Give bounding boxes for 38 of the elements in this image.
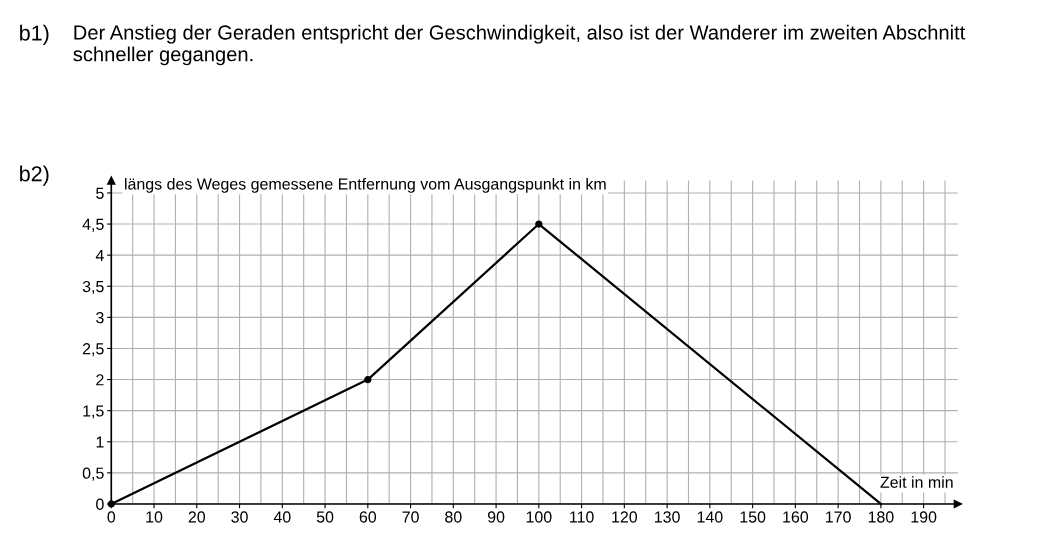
x-tick-label: 50	[316, 511, 334, 523]
x-tick-label: 10	[146, 511, 163, 523]
y-tick-label: 0	[96, 498, 104, 510]
text: b2)	[20, 165, 49, 186]
y-axis-title: längs des Weges gemessene Entfernung vom Ausgangspunkt in km	[125, 177, 606, 193]
x-axis-title: Zeit in min	[880, 476, 953, 488]
y-tick-label: 1,5	[83, 405, 104, 419]
y-tick-label: 4,5	[82, 218, 104, 232]
x-tick-label: 110	[570, 511, 594, 523]
y-tick-label: 2,5	[82, 343, 104, 357]
x-tick-label: 150	[740, 511, 766, 523]
x-tick-label: 140	[697, 511, 723, 523]
x-tick-label: 80	[445, 511, 462, 523]
x-tick-label: 90	[487, 511, 505, 523]
x-tick-label: 180	[868, 511, 894, 523]
point	[535, 220, 543, 228]
y-tick-label: 5	[96, 187, 104, 199]
x-tick-label: 130	[655, 511, 680, 523]
point	[364, 375, 372, 384]
x-tick-label: 30	[231, 511, 248, 523]
text: b1)	[20, 24, 49, 45]
x-tick-label: 60	[359, 511, 377, 523]
text: Der Anstieg der Geraden entspricht der Geschwindigkeit, also ist der Wanderer im zweiten Abschnitt schneller gegangen.	[73, 24, 966, 66]
x-tick-label: 170	[826, 511, 851, 523]
x-tick-label: 20	[188, 511, 206, 523]
x-tick-label: 70	[402, 511, 419, 523]
y-tick-label: 3,5	[82, 280, 104, 295]
x-tick-label: 40	[273, 511, 291, 523]
y-tick-label: 4	[95, 249, 104, 261]
y-tick-label: 1	[96, 436, 104, 448]
x-tick-label: 100	[526, 511, 552, 523]
y-tick-label: 2	[96, 374, 104, 386]
x-tick-label: 160	[783, 511, 809, 523]
x-tick-label: 0	[107, 511, 116, 523]
y-tick-label: 3	[96, 311, 104, 324]
x-tick-label: 120	[612, 511, 638, 523]
x-tick-label: 190	[911, 511, 937, 523]
y-tick-label: 0,5	[82, 467, 104, 481]
